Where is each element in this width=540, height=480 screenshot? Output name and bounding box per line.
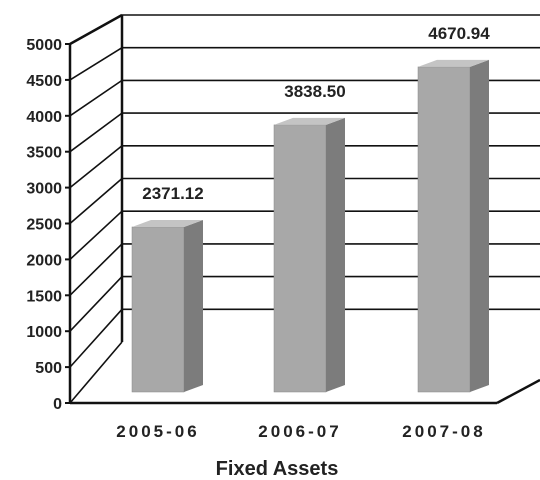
category-label: 2006-07 [258,422,341,441]
y-tick-label: 5000 [26,37,62,54]
y-tick-label: 1000 [26,324,62,341]
wall-top-edge [69,13,123,46]
y-tick-label: 4000 [26,109,62,126]
gridline-wall-3000 [69,145,123,189]
y-tick-label: 4500 [26,73,62,90]
bar-top [132,219,203,227]
bar-2007-08 [417,59,489,393]
bar-top [418,59,489,67]
gridline-wall-1500 [69,243,123,296]
gridline-wall-4500 [69,47,123,81]
bar-2005-06 [131,219,203,393]
y-tick-label: 0 [53,396,62,413]
y-tick-label: 500 [35,360,62,377]
gridline-wall-2500 [69,177,123,225]
category-labels: 2005-06 2006-07 2007-08 [116,422,485,441]
gridline-wall-4000 [69,79,123,117]
floor-left-edge [69,341,123,404]
bar-side [184,219,203,392]
data-labels: 2371.12 3838.50 4670.94 [142,24,490,203]
data-label: 3838.50 [284,82,345,101]
bar-front [131,226,185,393]
data-label: 4670.94 [428,24,490,43]
bar-2006-07 [273,117,345,393]
data-label: 2371.12 [142,184,203,203]
bar-side [326,117,345,393]
axes [65,13,540,405]
bar-top [274,117,345,125]
y-tick-label: 3000 [26,181,62,198]
gridline-wall-3500 [69,112,123,153]
y-tick-label: 3500 [26,145,62,162]
category-label: 2007-08 [402,422,485,441]
bar-front [417,66,471,393]
y-tick-label: 2000 [26,252,62,269]
gridline-wall-500 [69,308,123,368]
y-tick-label: 1500 [26,288,62,305]
y-tick-labels: 0 500 1000 1500 2000 2500 3000 3500 4000 4500 5000 [26,37,62,413]
gridline-wall-2000 [69,210,123,260]
y-tick-label: 2500 [26,217,62,234]
bar-side [470,59,489,392]
gridline-wall-1000 [69,276,123,332]
bar-front [273,124,327,393]
chart-title: Fixed Assets [216,458,339,480]
category-label: 2005-06 [116,422,199,441]
bars [131,59,489,393]
floor-right-edge [496,378,540,405]
